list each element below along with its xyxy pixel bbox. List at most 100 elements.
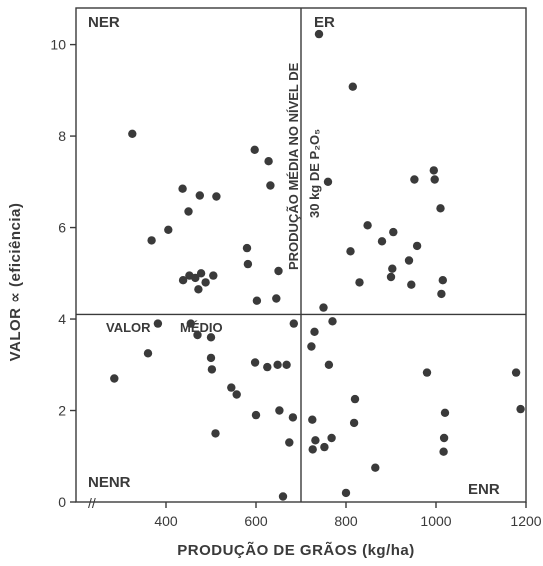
data-point <box>194 285 203 294</box>
data-point <box>422 368 432 377</box>
x-tick-label: 1000 <box>420 513 451 529</box>
data-point <box>201 278 210 287</box>
axis-break-symbol: // <box>88 495 96 511</box>
mean-production-label-1: PRODUÇÃO MÉDIA NO NÍVEL DE <box>286 62 301 270</box>
data-point <box>311 436 320 445</box>
data-point <box>363 221 372 230</box>
data-point <box>288 413 298 422</box>
data-point <box>516 404 525 414</box>
data-point <box>110 374 119 383</box>
x-tick-label: 800 <box>334 513 358 529</box>
data-point <box>211 429 220 438</box>
data-point <box>178 276 188 285</box>
data-point <box>429 166 438 175</box>
mean-production-label-2: 30 kg DE P₂O₅ <box>307 129 322 218</box>
data-point <box>377 237 387 246</box>
mean-value-label-1: VALOR <box>106 320 151 335</box>
data-point <box>436 204 445 213</box>
data-point <box>243 259 253 269</box>
data-point <box>206 353 216 363</box>
data-point <box>275 406 284 415</box>
data-point <box>371 463 380 472</box>
y-tick-label: 8 <box>58 128 66 144</box>
data-point <box>282 360 291 369</box>
data-point <box>386 272 396 282</box>
quadrant-label-enr: ENR <box>468 481 500 498</box>
data-point <box>323 177 333 186</box>
data-point <box>307 342 316 351</box>
data-point <box>439 447 448 456</box>
data-point <box>511 368 521 377</box>
data-point <box>186 319 195 328</box>
y-tick-label: 2 <box>58 403 66 419</box>
data-point <box>346 247 355 256</box>
data-point <box>439 433 449 443</box>
data-point <box>341 488 351 498</box>
data-point <box>184 207 193 216</box>
quadrant-label-er: ER <box>314 14 335 31</box>
data-point <box>250 358 260 367</box>
y-tick-label: 0 <box>58 494 66 510</box>
data-point <box>206 333 216 342</box>
data-point <box>195 191 204 200</box>
data-point <box>242 243 252 253</box>
data-point <box>252 296 262 305</box>
data-point <box>272 294 281 303</box>
mean-value-label-2: MÉDIO <box>180 320 223 335</box>
data-point <box>327 433 336 443</box>
data-point <box>193 330 202 340</box>
data-point <box>207 365 217 374</box>
y-tick-label: 4 <box>58 311 66 327</box>
data-point <box>410 175 419 184</box>
data-point <box>314 29 324 39</box>
data-point <box>147 236 156 245</box>
data-point <box>273 360 282 369</box>
data-point <box>430 175 439 184</box>
data-point <box>324 360 334 369</box>
quadrant-label-ner: NER <box>88 14 120 31</box>
data-point <box>308 415 317 424</box>
data-point <box>349 418 359 428</box>
data-point <box>285 438 294 447</box>
data-point <box>263 362 272 372</box>
data-point <box>212 192 221 201</box>
data-point <box>404 256 414 265</box>
data-point <box>227 383 236 392</box>
data-point <box>407 280 416 289</box>
data-point <box>437 289 446 299</box>
data-point <box>308 445 317 454</box>
data-point <box>278 492 288 501</box>
data-point <box>319 303 328 312</box>
data-point <box>440 408 450 417</box>
data-point <box>164 225 173 234</box>
y-tick-label: 10 <box>50 37 66 53</box>
data-point <box>289 319 298 328</box>
data-point <box>320 442 329 452</box>
data-point <box>310 327 319 336</box>
data-point <box>412 241 422 251</box>
data-points <box>110 29 525 501</box>
data-point <box>355 278 364 287</box>
data-point <box>266 181 275 190</box>
x-tick-label: 600 <box>244 513 268 529</box>
data-point <box>350 394 360 404</box>
y-tick-label: 6 <box>58 220 66 236</box>
data-point <box>274 266 283 276</box>
data-point <box>348 82 357 91</box>
data-point <box>388 264 397 273</box>
data-point <box>209 271 218 280</box>
x-tick-label: 1200 <box>510 513 541 529</box>
y-axis-ticks: 0 2 4 6 8 10 <box>50 37 76 510</box>
data-point <box>328 317 337 326</box>
data-point <box>178 184 187 193</box>
data-point <box>191 273 200 283</box>
data-point <box>143 349 153 358</box>
data-point <box>153 319 163 328</box>
data-point <box>389 227 398 237</box>
data-point <box>196 269 206 278</box>
data-point <box>438 276 447 285</box>
x-tick-label: 400 <box>154 513 178 529</box>
data-point <box>264 157 273 166</box>
data-point <box>128 129 137 138</box>
